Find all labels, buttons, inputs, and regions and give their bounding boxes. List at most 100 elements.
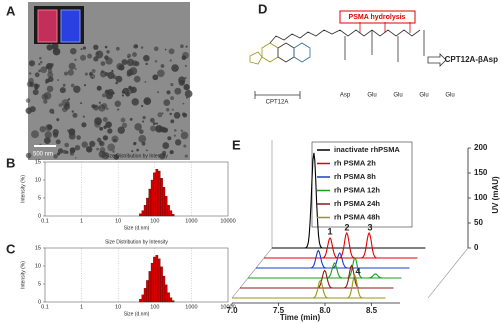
particle [46,62,53,70]
particle [62,83,66,87]
particle [114,100,122,107]
particle [113,154,120,160]
particle [142,120,145,123]
particle [138,134,147,143]
residue-label: Glu [445,93,454,99]
particle [112,150,115,153]
particle [115,81,118,85]
peak [357,231,381,259]
panel-label: C [6,241,16,256]
peak-label: 4 [355,266,360,276]
particle [136,148,140,152]
panel-label: B [6,155,15,170]
particle [53,154,58,159]
particle [166,90,171,95]
particle [106,50,110,54]
particle [102,117,108,122]
particle [82,115,85,118]
particle [104,89,110,95]
bar [146,197,149,217]
particle [157,69,165,78]
y-tick-label: 15 [35,245,41,251]
particle [98,106,101,109]
particle [184,154,188,158]
particle [71,110,74,113]
particle [120,117,126,123]
particle [82,46,87,50]
peak-label: 2 [344,222,349,232]
x-tick-label: 10000 [220,304,235,310]
bar [150,262,154,303]
particle [98,101,101,104]
bar [162,275,166,303]
particle [140,46,144,49]
particle [181,55,187,61]
particle [174,87,182,95]
particle [170,96,175,101]
particle [141,104,144,108]
y-tick-label: 50 [474,218,483,227]
panel-label: D [258,1,267,16]
bar [148,271,152,303]
product-label: CPT12A-βAsp [445,55,498,64]
bar [157,258,161,303]
particle [132,52,137,57]
particle [182,112,188,118]
particle [171,108,174,111]
particle [121,122,128,128]
x-tick-label: 1 [80,218,83,224]
particle [38,69,41,73]
peak [313,269,336,289]
particle [94,121,101,128]
particle [184,64,188,68]
legend-label: rh PSMA 48h [334,212,380,221]
particle [129,117,133,121]
particle [38,56,42,60]
particle [163,99,171,106]
particle [80,54,87,61]
particle [115,75,123,83]
particle [57,79,60,81]
particle [55,139,61,145]
particle [28,60,36,67]
particle [68,62,76,70]
particle [162,142,170,149]
peak [335,231,358,259]
particle [52,129,59,136]
y-tick-label: 0 [38,299,41,305]
particle [129,67,138,75]
particles [25,42,193,160]
particle [84,72,88,76]
peak [343,274,366,299]
particle [47,71,54,78]
x-axis-label: Time (min) [280,313,321,322]
particle [157,112,163,118]
particle [68,132,76,140]
y-tick-label: 5 [38,195,41,201]
particle [104,45,108,49]
particle [107,128,113,134]
bar [146,280,149,303]
particle [29,82,33,86]
bar [160,178,163,217]
x-axis-label: Size (d.nm) [124,225,150,231]
particle [85,146,93,153]
particle [126,58,135,67]
x-tick-label: 0.1 [41,218,49,224]
particle [25,98,31,103]
scale-label: 500 nm [33,152,53,158]
particle [64,71,68,76]
particle [152,74,159,81]
particle [174,129,177,132]
y-tick-label: 150 [474,168,488,177]
x-tick-label: 7.5 [273,306,285,315]
bar [143,205,147,217]
bar [164,284,168,303]
y-tick-label: 0 [474,243,479,252]
y-axis-label: UV (mAU) [491,176,500,214]
particle [180,44,184,49]
x-tick-label: 10 [115,218,121,224]
particle [183,84,190,91]
particle [32,89,39,96]
particle [80,48,83,51]
